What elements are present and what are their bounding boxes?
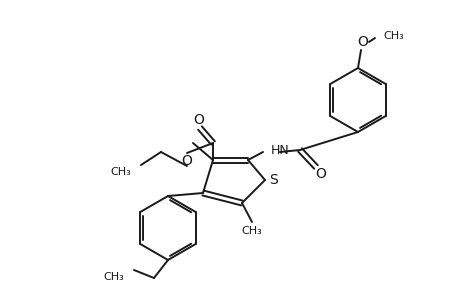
Text: CH₃: CH₃ <box>382 31 403 41</box>
Text: CH₃: CH₃ <box>103 272 124 282</box>
Text: O: O <box>193 113 204 127</box>
Text: O: O <box>181 154 192 168</box>
Text: S: S <box>269 173 278 187</box>
Text: O: O <box>315 167 326 181</box>
Text: O: O <box>357 35 368 49</box>
Text: CH₃: CH₃ <box>110 167 131 177</box>
Text: HN: HN <box>270 143 289 157</box>
Text: CH₃: CH₃ <box>241 226 262 236</box>
